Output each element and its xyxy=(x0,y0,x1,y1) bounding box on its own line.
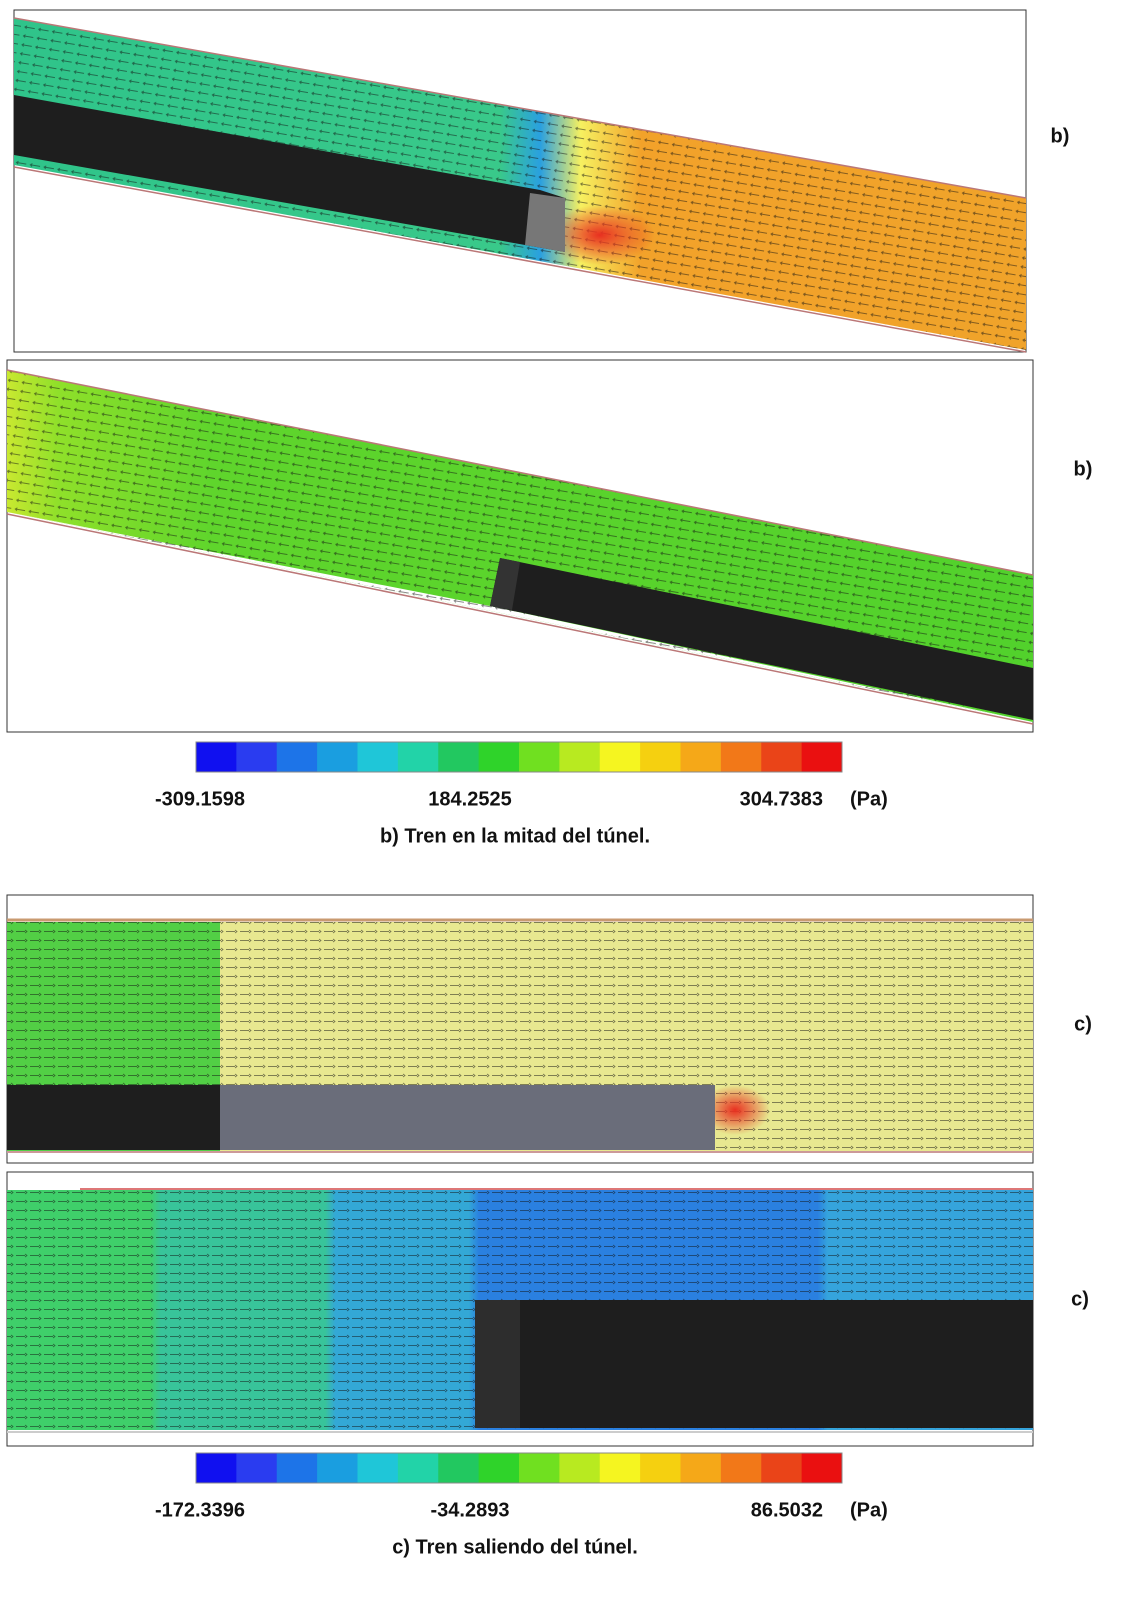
panel-label: b) xyxy=(1074,458,1093,480)
color-swatch xyxy=(196,742,237,772)
panel xyxy=(13,9,1027,353)
colorbar-min: -172.3396 xyxy=(155,1499,245,1521)
color-swatch xyxy=(397,1453,439,1483)
color-swatch xyxy=(478,1453,520,1483)
color-swatch xyxy=(640,1453,681,1483)
color-swatch xyxy=(680,742,722,772)
color-swatch xyxy=(236,1453,278,1483)
colorbar-unit: (Pa) xyxy=(850,1499,888,1521)
colorbar-frame xyxy=(195,1452,843,1484)
colorbar-unit: (Pa) xyxy=(850,788,888,810)
colorbar-frame xyxy=(195,741,843,773)
color-swatch xyxy=(438,742,480,772)
color-swatch xyxy=(276,1453,318,1483)
color-swatch xyxy=(519,1453,560,1483)
colorbar-mid: 184.2525 xyxy=(428,788,511,810)
color-swatch xyxy=(357,1453,399,1483)
colorbars: -309.1598 184.2525 304.7383 (Pa) b) Tren en … xyxy=(155,741,888,1558)
color-swatch xyxy=(801,1453,843,1483)
color-swatch xyxy=(720,1453,762,1483)
colorbar-mid: -34.2893 xyxy=(431,1499,510,1521)
color-swatch xyxy=(761,742,803,772)
color-swatch xyxy=(196,1453,237,1483)
color-swatch xyxy=(761,1453,803,1483)
color-swatch xyxy=(801,742,843,772)
caption: b) Tren en la mitad del túnel. xyxy=(380,825,650,847)
colorbar-max: 304.7383 xyxy=(740,788,823,810)
panel xyxy=(6,359,1034,733)
panel-label: c) xyxy=(1074,1013,1092,1035)
color-swatch xyxy=(559,1453,601,1483)
color-swatch xyxy=(720,742,762,772)
color-swatch xyxy=(559,742,601,772)
color-swatch xyxy=(317,1453,358,1483)
color-swatch xyxy=(599,742,641,772)
color-swatch xyxy=(317,742,358,772)
color-swatch xyxy=(478,742,520,772)
color-swatch xyxy=(276,742,318,772)
panel xyxy=(6,1171,1034,1447)
color-swatch xyxy=(438,1453,480,1483)
color-swatch xyxy=(397,742,439,772)
color-swatch xyxy=(680,1453,722,1483)
color-swatch xyxy=(640,742,681,772)
color-swatch xyxy=(357,742,399,772)
colorbar-min: -309.1598 xyxy=(155,788,245,810)
color-swatch xyxy=(236,742,278,772)
panel xyxy=(6,894,1034,1164)
panel-label: c) xyxy=(1071,1288,1089,1310)
panel-label: b) xyxy=(1051,125,1070,147)
colorbar-max: 86.5032 xyxy=(751,1499,823,1521)
color-swatch xyxy=(599,1453,641,1483)
color-swatch xyxy=(519,742,560,772)
caption: c) Tren saliendo del túnel. xyxy=(392,1536,638,1558)
